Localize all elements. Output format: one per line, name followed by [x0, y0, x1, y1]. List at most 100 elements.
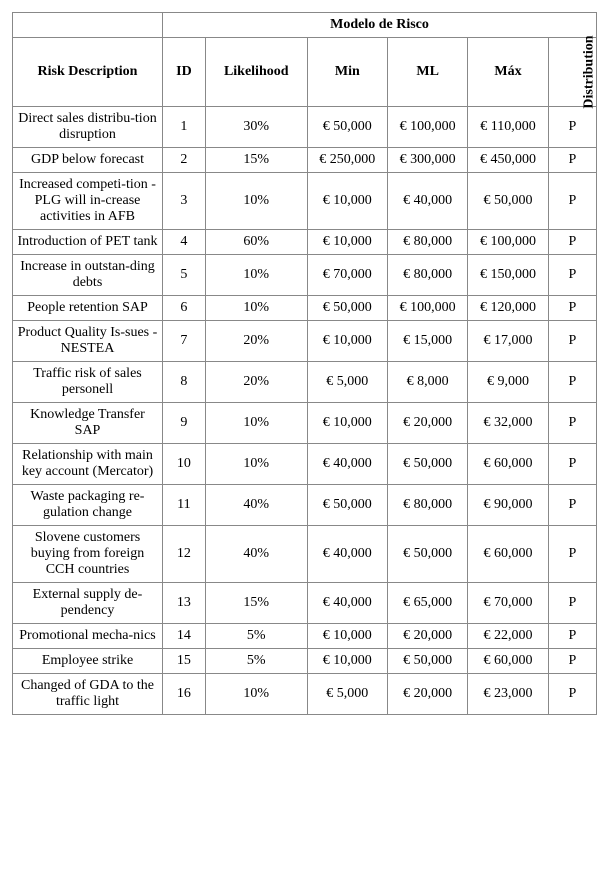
cell-likelihood: 10% [205, 444, 307, 485]
cell-min: € 5,000 [307, 362, 387, 403]
header-col-max: Máx [468, 38, 548, 107]
cell-id: 3 [163, 173, 206, 230]
cell-dist: P [548, 583, 596, 624]
cell-dist: P [548, 148, 596, 173]
cell-max: € 150,000 [468, 255, 548, 296]
table-row: Product Quality Is-sues - NESTEA720%€ 10… [13, 321, 597, 362]
cell-min: € 10,000 [307, 230, 387, 255]
table-row: GDP below forecast215%€ 250,000€ 300,000… [13, 148, 597, 173]
cell-ml: € 50,000 [387, 444, 467, 485]
cell-dist: P [548, 230, 596, 255]
cell-dist: P [548, 107, 596, 148]
cell-desc: Knowledge Transfer SAP [13, 403, 163, 444]
cell-dist: P [548, 403, 596, 444]
cell-desc: External supply de-pendency [13, 583, 163, 624]
header-group-title: Modelo de Risco [163, 13, 597, 38]
table-row: Promotional mecha-nics145%€ 10,000€ 20,0… [13, 624, 597, 649]
cell-id: 13 [163, 583, 206, 624]
cell-likelihood: 5% [205, 649, 307, 674]
cell-min: € 50,000 [307, 107, 387, 148]
cell-dist: P [548, 649, 596, 674]
cell-min: € 50,000 [307, 485, 387, 526]
cell-desc: Introduction of PET tank [13, 230, 163, 255]
cell-likelihood: 40% [205, 526, 307, 583]
cell-likelihood: 15% [205, 583, 307, 624]
cell-ml: € 15,000 [387, 321, 467, 362]
cell-ml: € 20,000 [387, 624, 467, 649]
cell-ml: € 20,000 [387, 674, 467, 715]
cell-ml: € 8,000 [387, 362, 467, 403]
table-row: Direct sales distribu-tion disruption130… [13, 107, 597, 148]
cell-min: € 40,000 [307, 526, 387, 583]
cell-id: 6 [163, 296, 206, 321]
header-col-distribution: Distribution [548, 38, 596, 107]
cell-desc: Waste packaging re-gulation change [13, 485, 163, 526]
cell-ml: € 80,000 [387, 485, 467, 526]
cell-id: 15 [163, 649, 206, 674]
cell-likelihood: 10% [205, 255, 307, 296]
table-row: External supply de-pendency1315%€ 40,000… [13, 583, 597, 624]
cell-desc: Product Quality Is-sues - NESTEA [13, 321, 163, 362]
table-row: Relationship with main key account (Merc… [13, 444, 597, 485]
cell-min: € 40,000 [307, 583, 387, 624]
cell-ml: € 50,000 [387, 649, 467, 674]
cell-id: 14 [163, 624, 206, 649]
cell-desc: Increase in outstan-ding debts [13, 255, 163, 296]
cell-desc: People retention SAP [13, 296, 163, 321]
cell-likelihood: 10% [205, 674, 307, 715]
cell-min: € 10,000 [307, 403, 387, 444]
cell-dist: P [548, 362, 596, 403]
cell-dist: P [548, 624, 596, 649]
cell-max: € 60,000 [468, 526, 548, 583]
cell-desc: Increased competi-tion - PLG will in-cre… [13, 173, 163, 230]
cell-dist: P [548, 526, 596, 583]
cell-id: 16 [163, 674, 206, 715]
cell-max: € 22,000 [468, 624, 548, 649]
cell-id: 4 [163, 230, 206, 255]
cell-max: € 60,000 [468, 649, 548, 674]
cell-ml: € 65,000 [387, 583, 467, 624]
cell-max: € 32,000 [468, 403, 548, 444]
cell-likelihood: 10% [205, 403, 307, 444]
cell-likelihood: 15% [205, 148, 307, 173]
header-col-ml: ML [387, 38, 467, 107]
cell-likelihood: 20% [205, 362, 307, 403]
header-col-likelihood: Likelihood [205, 38, 307, 107]
cell-min: € 50,000 [307, 296, 387, 321]
table-row: Introduction of PET tank460%€ 10,000€ 80… [13, 230, 597, 255]
cell-desc: Changed of GDA to the traffic light [13, 674, 163, 715]
cell-dist: P [548, 173, 596, 230]
cell-max: € 23,000 [468, 674, 548, 715]
cell-likelihood: 10% [205, 173, 307, 230]
cell-max: € 90,000 [468, 485, 548, 526]
table-row: People retention SAP610%€ 50,000€ 100,00… [13, 296, 597, 321]
cell-id: 10 [163, 444, 206, 485]
cell-desc: Slovene customers buying from foreign CC… [13, 526, 163, 583]
table-row: Increase in outstan-ding debts510%€ 70,0… [13, 255, 597, 296]
cell-max: € 9,000 [468, 362, 548, 403]
cell-max: € 60,000 [468, 444, 548, 485]
table-row: Employee strike155%€ 10,000€ 50,000€ 60,… [13, 649, 597, 674]
header-spacer [13, 13, 163, 38]
cell-id: 7 [163, 321, 206, 362]
header-col-id: ID [163, 38, 206, 107]
table-row: Changed of GDA to the traffic light1610%… [13, 674, 597, 715]
cell-dist: P [548, 296, 596, 321]
cell-min: € 10,000 [307, 624, 387, 649]
cell-dist: P [548, 444, 596, 485]
cell-id: 2 [163, 148, 206, 173]
cell-id: 12 [163, 526, 206, 583]
cell-min: € 5,000 [307, 674, 387, 715]
cell-min: € 10,000 [307, 321, 387, 362]
cell-max: € 450,000 [468, 148, 548, 173]
cell-ml: € 100,000 [387, 107, 467, 148]
cell-max: € 100,000 [468, 230, 548, 255]
table-row: Waste packaging re-gulation change1140%€… [13, 485, 597, 526]
cell-min: € 70,000 [307, 255, 387, 296]
cell-min: € 250,000 [307, 148, 387, 173]
cell-likelihood: 40% [205, 485, 307, 526]
cell-min: € 10,000 [307, 173, 387, 230]
cell-desc: Promotional mecha-nics [13, 624, 163, 649]
table-row: Slovene customers buying from foreign CC… [13, 526, 597, 583]
cell-likelihood: 10% [205, 296, 307, 321]
